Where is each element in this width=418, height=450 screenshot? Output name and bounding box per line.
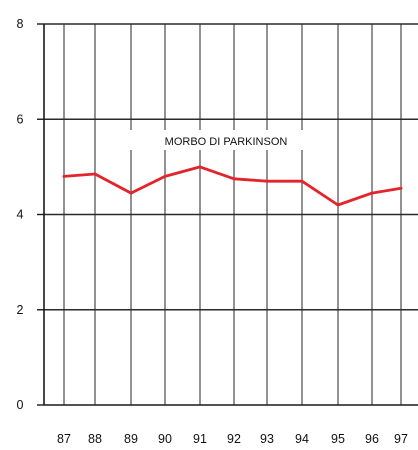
y-tick-label: 0 [17,398,24,412]
x-tick-label: 91 [193,432,207,446]
series-layer [62,165,403,207]
data-point [265,179,269,183]
x-tick-label: 89 [124,432,138,446]
data-point [336,203,340,207]
x-tick-label: 87 [57,432,71,446]
data-point [370,191,374,195]
x-tick-label: 88 [88,432,102,446]
data-point [93,172,97,176]
x-tick-label: 96 [365,432,379,446]
data-point [163,175,167,178]
x-tick-label: 97 [394,432,408,446]
series-line [62,165,403,207]
y-ticks: 0 2 4 6 8 [17,17,44,412]
y-tick-label: 4 [17,208,24,222]
y-tick-label: 8 [17,17,24,31]
data-point [198,165,202,169]
x-tick-label: 95 [331,432,345,446]
y-tick-label: 6 [17,112,24,126]
data-point [62,175,66,178]
chart-title-background [130,130,322,150]
y-tick-label: 2 [17,303,24,317]
data-point [300,179,304,183]
data-point [129,191,133,195]
data-point [399,186,403,190]
x-tick-label: 90 [158,432,172,446]
grid [44,23,418,405]
x-tick-label: 92 [227,432,241,446]
x-tick-label: 93 [260,432,274,446]
data-point [232,177,236,181]
x-tick-label: 94 [295,432,309,446]
x-ticks: 87 88 89 90 91 92 93 94 95 96 97 [57,432,408,446]
chart-title: MORBO DI PARKINSON [165,136,288,148]
